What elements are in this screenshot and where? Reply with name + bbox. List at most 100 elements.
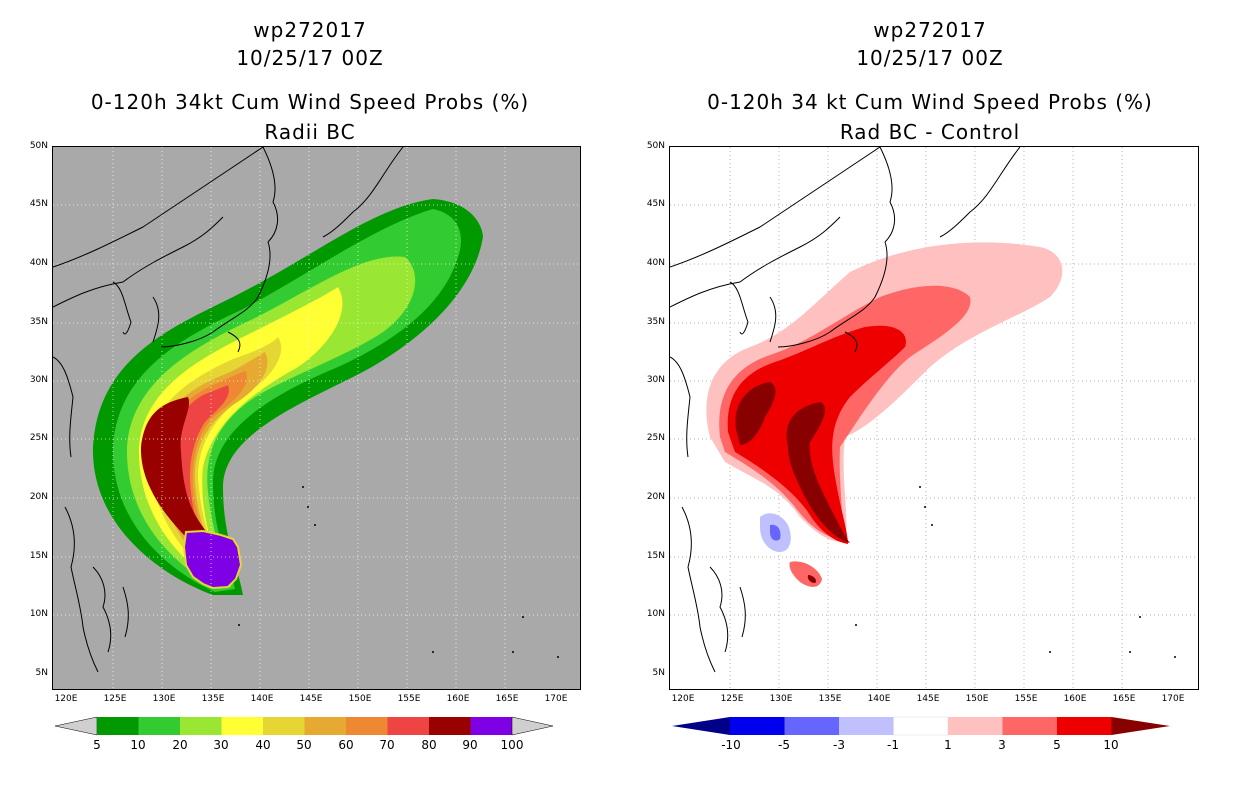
left-colorbar — [55, 716, 554, 736]
lat-label: 15N — [29, 551, 48, 561]
lat-label: 50N — [29, 141, 48, 151]
cb-label: 5 — [1053, 738, 1061, 752]
cb-label: -3 — [833, 738, 845, 752]
left-cb-over — [511, 716, 554, 736]
lat-label: 25N — [646, 433, 665, 443]
lat-label: 40N — [646, 258, 665, 268]
left-cb-seg — [221, 717, 263, 735]
right-coastlines — [670, 147, 1021, 673]
lat-label: 15N — [646, 551, 665, 561]
lon-label: 120E — [54, 694, 78, 704]
cb-label: -1 — [887, 738, 899, 752]
right-subtitle: Rad BC - Control — [839, 120, 1021, 144]
lon-label: 170E — [1161, 694, 1185, 704]
left-cb-seg — [180, 717, 222, 735]
left-map-svg — [53, 147, 580, 689]
lon-label: 160E — [1063, 694, 1087, 704]
right-date: 10/25/17 00Z — [856, 46, 1004, 70]
lat-label: 5N — [652, 668, 665, 678]
lat-label: 10N — [646, 609, 665, 619]
right-map-svg — [670, 147, 1198, 689]
right-diff-over10-a — [735, 382, 776, 445]
left-cb-seg — [346, 717, 388, 735]
lat-label: 45N — [29, 199, 48, 209]
lat-label: 35N — [29, 317, 48, 327]
cb-label: 10 — [130, 738, 146, 752]
lon-label: 130E — [769, 694, 793, 704]
left-cb-seg — [97, 717, 139, 735]
right-cb-under — [672, 717, 730, 735]
lon-label: 165E — [1112, 694, 1136, 704]
lat-label: 40N — [29, 258, 48, 268]
cb-label: 10 — [1103, 738, 1119, 752]
lon-label: 150E — [348, 694, 372, 704]
left-band-90-100 — [182, 529, 243, 590]
lat-label: 25N — [29, 433, 48, 443]
lon-label: 145E — [299, 694, 323, 704]
lat-label: 50N — [646, 141, 665, 151]
left-storm-id: wp272017 — [253, 18, 367, 42]
lon-label: 145E — [916, 694, 940, 704]
cb-label: 100 — [500, 738, 524, 752]
right-map-panel — [669, 146, 1199, 690]
right-diff-neg-3to5 — [770, 524, 781, 541]
left-cb-seg — [263, 717, 305, 735]
lon-label: 160E — [446, 694, 470, 704]
lat-label: 45N — [646, 199, 665, 209]
cb-label: -10 — [721, 738, 741, 752]
cb-label: 3 — [998, 738, 1006, 752]
right-cb-seg — [784, 717, 839, 735]
cb-label: 20 — [172, 738, 188, 752]
left-cb-seg — [470, 717, 512, 735]
lon-label: 125E — [720, 694, 744, 704]
right-diff-over10-b — [786, 402, 850, 543]
cb-label: 40 — [255, 738, 271, 752]
lat-label: 20N — [29, 492, 48, 502]
lon-label: 165E — [495, 694, 519, 704]
left-cb-seg — [429, 717, 471, 735]
lon-label: 155E — [397, 694, 421, 704]
lon-label: 140E — [250, 694, 274, 704]
cb-label: 70 — [379, 738, 395, 752]
lon-label: 120E — [671, 694, 695, 704]
cb-label: 80 — [421, 738, 437, 752]
lon-label: 125E — [103, 694, 127, 704]
left-date: 10/25/17 00Z — [236, 46, 384, 70]
left-subtitle: Radii BC — [264, 120, 356, 144]
lat-label: 30N — [646, 375, 665, 385]
lon-label: 135E — [818, 694, 842, 704]
right-cb-seg — [839, 717, 894, 735]
left-band-80 — [140, 397, 235, 577]
cb-label: 30 — [213, 738, 229, 752]
right-diff-5to10 — [727, 325, 906, 544]
lat-label: 30N — [29, 375, 48, 385]
lat-label: 5N — [35, 668, 48, 678]
lon-label: 155E — [1014, 694, 1038, 704]
left-gridlines — [53, 147, 580, 689]
right-cb-seg — [1057, 717, 1112, 735]
left-map-panel — [52, 146, 581, 690]
right-colorbar — [672, 716, 1170, 736]
right-diff-small-core — [807, 575, 817, 583]
right-cb-seg — [1002, 717, 1057, 735]
lon-label: 130E — [152, 694, 176, 704]
lon-label: 135E — [201, 694, 225, 704]
cb-label: 50 — [296, 738, 312, 752]
lon-label: 150E — [965, 694, 989, 704]
right-cb-seg — [730, 717, 785, 735]
lat-label: 35N — [646, 317, 665, 327]
lon-label: 140E — [867, 694, 891, 704]
cb-label: 60 — [338, 738, 354, 752]
cb-label: 90 — [462, 738, 478, 752]
right-cb-seg — [948, 717, 1003, 735]
right-storm-id: wp272017 — [873, 18, 987, 42]
left-cb-seg — [138, 717, 180, 735]
left-cb-seg — [304, 717, 346, 735]
cb-label: 5 — [93, 738, 101, 752]
left-cb-seg — [387, 717, 429, 735]
left-cb-under — [55, 716, 98, 736]
right-title: 0-120h 34 kt Cum Wind Speed Probs (%) — [707, 90, 1153, 114]
lat-label: 10N — [29, 609, 48, 619]
cb-label: -5 — [778, 738, 790, 752]
cb-label: 1 — [944, 738, 952, 752]
